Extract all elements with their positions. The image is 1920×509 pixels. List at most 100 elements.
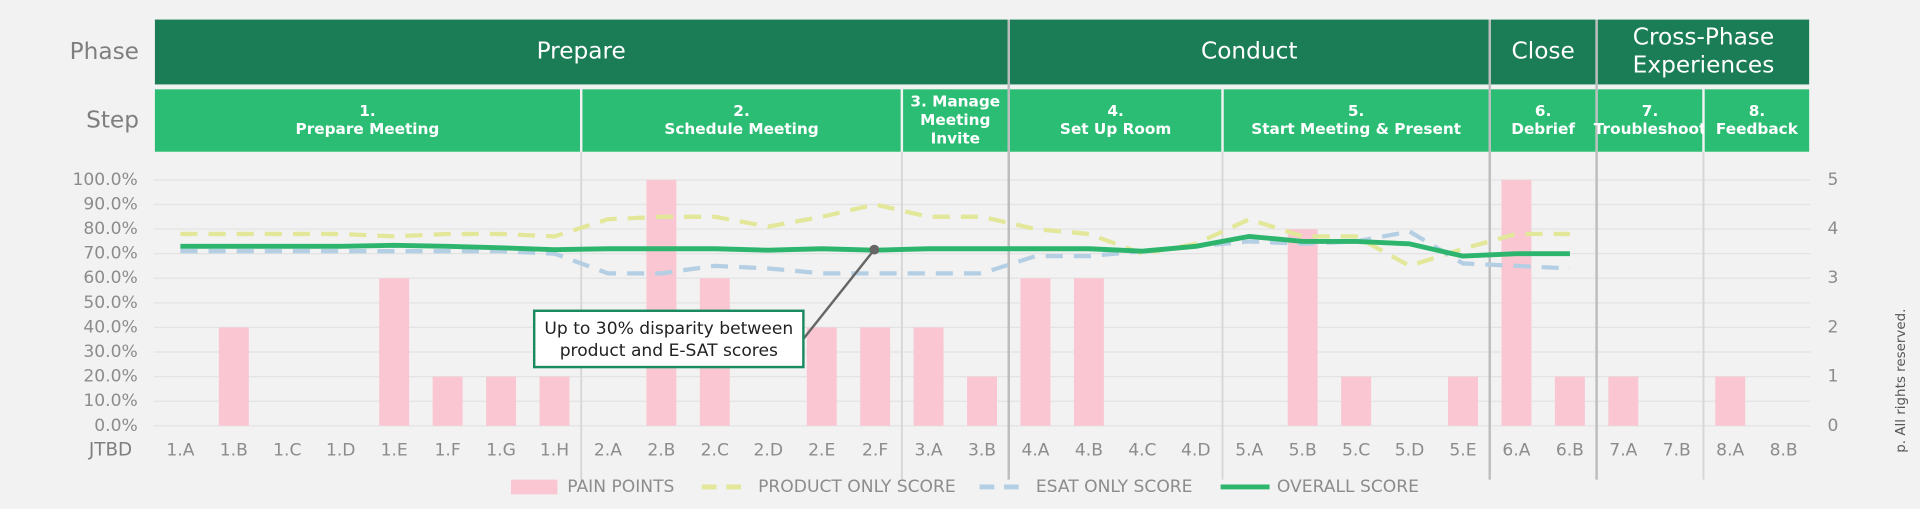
- step-cell: [1223, 89, 1489, 152]
- x-tick-label: 5.D: [1395, 440, 1425, 460]
- step-label: Schedule Meeting: [664, 120, 818, 138]
- phase-cell: [1597, 19, 1810, 85]
- legend-label: ESAT ONLY SCORE: [1036, 477, 1193, 497]
- y-tick-label: 40.0%: [83, 317, 137, 337]
- x-tick-label: 4.C: [1128, 440, 1156, 460]
- x-tick-label: 1.A: [166, 440, 194, 460]
- x-tick-label: 1.G: [486, 440, 516, 460]
- y-tick-label: 20.0%: [83, 367, 137, 387]
- x-tick-label: 3.B: [968, 440, 996, 460]
- bar: [1448, 376, 1478, 426]
- legend-label: PAIN POINTS: [567, 477, 674, 497]
- annotation-text: Up to 30% disparity between: [544, 319, 793, 339]
- bar: [1501, 179, 1532, 426]
- x-tick-label: 1.C: [273, 440, 301, 460]
- x-tick-label: 5.B: [1289, 440, 1317, 460]
- y2-tick-label: 4: [1828, 219, 1839, 239]
- step-cell: [1490, 89, 1596, 152]
- y-tick-label: 100.0%: [73, 170, 138, 190]
- step-cell: [1597, 89, 1703, 152]
- y2-tick-label: 2: [1828, 317, 1839, 337]
- bar: [432, 376, 463, 426]
- y-tick-label: 90.0%: [83, 194, 137, 214]
- y-tick-label: 70.0%: [83, 244, 137, 264]
- x-tick-label: 5.E: [1449, 440, 1476, 460]
- phase-cell: [1009, 19, 1489, 85]
- x-tick-label: 4.A: [1021, 440, 1049, 460]
- y2-tick-label: 3: [1828, 268, 1839, 288]
- y2-tick-label: 0: [1828, 416, 1839, 436]
- x-tick-label: 7.B: [1663, 440, 1691, 460]
- y2-tick-label: 1: [1828, 367, 1839, 387]
- step-label: 6.: [1535, 102, 1551, 120]
- legend-label: PRODUCT ONLY SCORE: [758, 477, 956, 497]
- step-label: 1.: [359, 102, 375, 120]
- x-tick-label: 4.B: [1075, 440, 1103, 460]
- phase-label: Conduct: [1201, 38, 1298, 65]
- jtbd-row-label: JTBD: [88, 439, 132, 460]
- annotation-text: product and E-SAT scores: [560, 341, 778, 361]
- phase-label: Cross-Phase: [1633, 24, 1774, 51]
- step-label: 2.: [733, 102, 749, 120]
- step-label: Meeting: [920, 111, 990, 129]
- step-label: Feedback: [1716, 120, 1799, 138]
- bars: [218, 179, 1746, 426]
- step-cell: [582, 89, 901, 152]
- bar: [486, 376, 517, 426]
- step-label: Debrief: [1511, 120, 1575, 138]
- x-tick-label: 4.D: [1181, 440, 1211, 460]
- x-tick-label: 7.A: [1609, 440, 1637, 460]
- step-label: Invite: [931, 129, 980, 147]
- bar: [967, 376, 997, 426]
- grid: 0.0% 10.0% 20.0% 30.0% 40.0% 50.0% 60.0% 70.0% 8…: [73, 170, 1839, 460]
- x-tick-label: 5.C: [1342, 440, 1370, 460]
- annotation-dot: [869, 244, 880, 255]
- step-label: Troubleshoot: [1594, 120, 1706, 138]
- annotation-leader: [802, 248, 876, 340]
- x-tick-label: 2.F: [862, 440, 888, 460]
- x-tick-label: 6.A: [1502, 440, 1530, 460]
- bar: [1341, 376, 1372, 426]
- phase-cell: [154, 19, 1008, 85]
- legend-swatch: [510, 479, 558, 495]
- step-cell: [1704, 89, 1810, 152]
- step-cell: [903, 89, 1008, 152]
- x-tick-label: 2.A: [594, 440, 622, 460]
- bar: [1554, 376, 1585, 426]
- phase-label: Experiences: [1633, 51, 1775, 78]
- footer: p. All rights reserved.: [1894, 309, 1909, 453]
- step-cell: [1009, 89, 1222, 152]
- bar: [379, 278, 410, 426]
- lines: [180, 202, 1571, 276]
- y-tick-label: 30.0%: [83, 342, 137, 362]
- bar: [806, 327, 837, 426]
- annotation: Up to 30% disparity between product and …: [532, 244, 880, 369]
- bar: [1608, 376, 1639, 426]
- annotation-box: [532, 309, 805, 369]
- x-tick-label: 1.F: [435, 440, 461, 460]
- step-label: 7.: [1642, 102, 1658, 120]
- phase-cell: [1490, 19, 1596, 85]
- y-tick-label: 60.0%: [83, 268, 137, 288]
- bar: [218, 327, 249, 426]
- phase-label: Prepare: [537, 38, 626, 65]
- y-tick-label: 10.0%: [83, 391, 137, 411]
- bar: [539, 376, 570, 426]
- step-label: Set Up Room: [1060, 120, 1171, 138]
- x-tick-label: 8.B: [1770, 440, 1798, 460]
- bar: [1715, 376, 1746, 426]
- legend-label: OVERALL SCORE: [1277, 477, 1419, 497]
- y-tick-label: 0.0%: [94, 416, 137, 436]
- bar: [1287, 229, 1318, 426]
- y-tick-label: 80.0%: [83, 219, 137, 239]
- x-tick-label: 3.A: [915, 440, 943, 460]
- x-tick-label: 2.E: [808, 440, 835, 460]
- x-tick-label: 6.B: [1556, 440, 1584, 460]
- x-tick-label: 1.D: [326, 440, 356, 460]
- step-label: 8.: [1749, 102, 1765, 120]
- step-label: 4.: [1107, 102, 1123, 120]
- y2-tick-label: 5: [1828, 170, 1839, 190]
- step-row-label: Step: [86, 107, 139, 134]
- x-tick-label: 5.A: [1235, 440, 1263, 460]
